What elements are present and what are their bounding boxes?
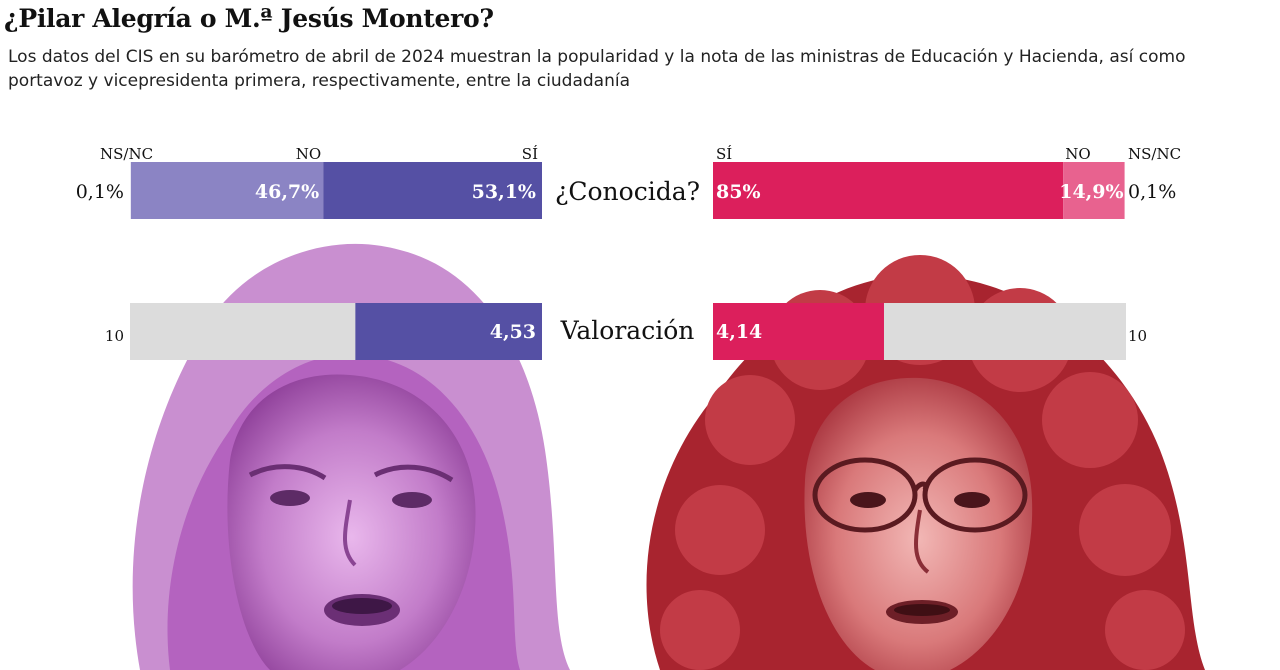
label-right-no: 14,9% — [1059, 181, 1123, 203]
bar-left-valoracion — [355, 303, 542, 360]
header-right-no: NO — [1065, 145, 1090, 163]
label-left-nsnc: 0,1% — [76, 181, 124, 203]
label-left-valoracion: 4,53 — [490, 321, 536, 343]
label-right-si: 85% — [716, 181, 761, 203]
bar-right-valoracion — [713, 303, 884, 360]
bar-right-no — [1063, 162, 1125, 219]
header-left-nsnc: NS/NC — [100, 145, 153, 163]
label-left-no: 46,7% — [255, 181, 319, 203]
scale-max-left: 10 — [105, 327, 124, 345]
bar-left-si — [323, 162, 542, 219]
chart-subtitle: Los datos del CIS en su barómetro de abr… — [8, 47, 1186, 91]
scale-max-right: 10 — [1128, 327, 1147, 345]
label-left-si: 53,1% — [472, 181, 536, 203]
header-left-no: NO — [296, 145, 321, 163]
chart-title: ¿Pilar Alegría o M.ª Jesús Montero? — [4, 4, 494, 33]
bar-right-si — [713, 162, 1064, 219]
bar-left-no — [130, 162, 324, 219]
category-label-conocida: ¿Conocida? — [555, 177, 700, 206]
header-right-nsnc: NS/NC — [1128, 145, 1181, 163]
header-right-si: SÍ — [716, 145, 732, 163]
category-label-valoracion: Valoración — [560, 316, 695, 345]
label-right-valoracion: 4,14 — [716, 321, 762, 343]
header-left-si: SÍ — [522, 145, 538, 163]
label-right-nsnc: 0,1% — [1128, 181, 1176, 203]
